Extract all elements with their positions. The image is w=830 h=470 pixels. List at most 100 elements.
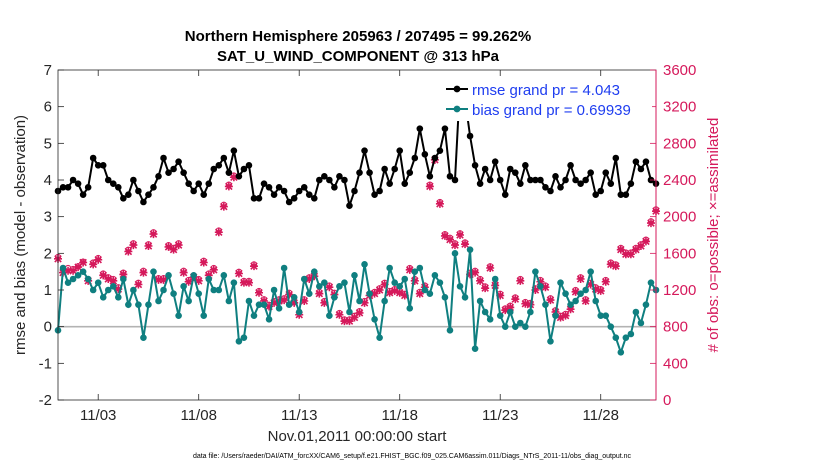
bias-point [104,286,112,294]
bias-point [321,279,328,286]
left-y-tick-label: 4 [44,172,52,189]
x-tick-label: 11/18 [381,407,417,424]
bias-point [366,290,373,297]
rmse-point [79,191,87,198]
rmse-point [351,187,358,195]
legend: rmse grand pr = 4.043 bias grand pr = 0.… [438,77,652,121]
bias-point [572,297,579,305]
rmse-point [391,165,398,173]
rmse-point [471,162,479,169]
rmse-point [421,151,429,158]
bias-point [491,275,499,283]
obs-assimilated-marker [466,270,475,279]
obs-assimilated-marker [164,242,173,251]
rmse-point [235,173,243,180]
bias-point [562,290,569,297]
bias-point [74,272,82,279]
bias-point [94,279,102,286]
bias-point [200,312,208,319]
right-y-tick-label: 0 [663,392,671,409]
rmse-point [150,184,157,191]
obs-assimilated-marker [214,228,223,237]
bias-point [632,308,640,316]
rmse-point [527,176,534,184]
obs-assimilated-marker [586,280,595,289]
rmse-point [69,176,77,184]
bias-point [155,297,162,305]
rmse-point [577,180,584,187]
rmse-point [195,180,203,187]
rmse-point [376,187,383,195]
obs-assimilated-marker [641,237,650,246]
bias-point [69,275,77,283]
bias-point [160,286,167,294]
bias-point [522,323,529,330]
obs-assimilated-marker [124,247,133,256]
rmse-point [401,180,409,187]
rmse-point [612,154,620,162]
bias-point [190,272,197,279]
rmse-point [496,176,504,184]
bias-point [220,272,228,279]
obs-assimilated-marker [531,286,540,294]
bias-point [215,286,223,294]
rmse-point [59,184,67,191]
bias-point [441,294,449,301]
obs-assimilated-marker [476,276,485,285]
bias-point [411,268,419,275]
obs-assimilated-marker [611,262,620,271]
bias-point [461,294,469,301]
obs-assimilated-marker [74,263,83,272]
bias-point [326,312,333,319]
right-y-tick-label: 3200 [663,99,696,116]
rmse-point [572,176,579,184]
obs-assimilated-marker [616,245,625,254]
bias-point [341,279,348,286]
bias-line [57,249,657,356]
obs-assimilated-marker [144,242,153,250]
right-y-axis-label: # of obs: o=possible; ×=assimilated [705,118,722,353]
rmse-point [426,173,434,180]
bias-point [145,301,152,308]
obs-assimilated-marker [541,283,550,292]
bias-point [532,268,539,275]
obs-assimilated-marker [169,245,178,254]
rmse-point [326,176,333,184]
bias-point [547,338,554,345]
bias-point [84,275,92,283]
rmse-point [481,165,489,173]
obs-assimilated-marker [646,219,655,228]
obs-assimilated-marker [546,296,555,305]
obs-assimilated-marker [219,202,228,211]
bias-point [310,268,318,275]
bias-point [542,301,549,308]
rmse-point [567,162,574,169]
bias-point [456,283,464,290]
rmse-point [386,180,393,187]
obs-assimilated-marker [440,231,449,240]
rmse-point [486,176,494,184]
right-y-tick-label: 2400 [663,172,696,189]
right-y-tick-label: 400 [663,355,688,372]
bias-point [300,275,308,283]
obs-assimilated-marker [129,241,138,250]
bias-point [612,334,620,341]
rmse-point [125,191,132,198]
bias-point [245,297,253,305]
rmse-point [441,125,449,132]
obs-assimilated-marker [320,298,329,307]
obs-assimilated-marker [69,266,78,275]
obs-assimilated-marker [204,271,213,280]
rmse-point [506,165,514,173]
bias-point [637,319,645,327]
bias-point [371,316,378,323]
rmse-point [180,169,187,176]
rmse-point [310,195,318,202]
bias-point [120,275,127,283]
bias-point [316,283,323,290]
bias-point [396,283,404,290]
bias-point [265,316,273,323]
rmse-point [270,191,278,198]
bias-point [290,294,298,301]
bias-point [356,297,363,305]
